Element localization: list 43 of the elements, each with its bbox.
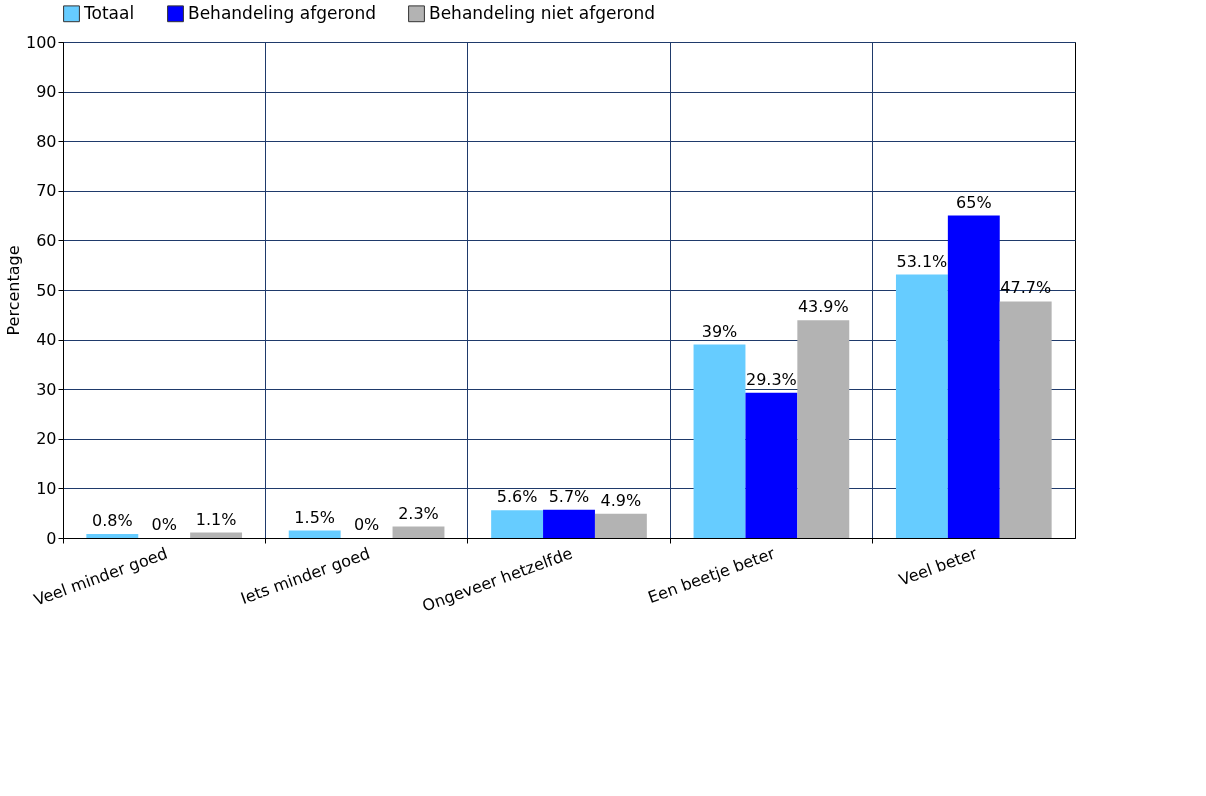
data-label: 1.5% — [294, 507, 336, 527]
bar — [895, 274, 948, 538]
x-tick-label: Veel beter — [896, 543, 980, 590]
data-label: 43.9% — [797, 297, 849, 317]
data-label: 39% — [701, 321, 738, 341]
data-label: 5.6% — [496, 487, 538, 507]
y-tick-label: 40 — [36, 330, 57, 350]
y-tick-label: 10 — [36, 478, 57, 498]
legend-label: Totaal — [83, 2, 135, 23]
bar — [999, 301, 1052, 538]
y-tick-label: 80 — [36, 131, 57, 151]
data-label: 5.7% — [548, 486, 590, 506]
x-tick-label: Een beetje beter — [645, 543, 778, 608]
data-label: 1.1% — [195, 509, 237, 529]
y-tick-label: 20 — [36, 429, 57, 449]
bar — [745, 392, 798, 538]
y-tick-label: 90 — [36, 82, 57, 102]
data-label: 0.8% — [91, 511, 133, 531]
data-label: 2.3% — [398, 503, 439, 523]
y-tick-label: 50 — [36, 280, 57, 300]
bar — [86, 534, 139, 538]
bar — [491, 510, 544, 538]
y-axis-title: Percentage — [3, 245, 23, 336]
data-label: 0% — [353, 515, 380, 534]
bar — [693, 344, 746, 538]
legend-label: Behandeling afgerond — [188, 2, 376, 23]
bar — [543, 509, 595, 538]
legend-label: Behandeling niet afgerond — [429, 2, 656, 23]
bar — [392, 526, 445, 538]
data-label: 53.1% — [896, 251, 948, 271]
y-tick-label: 70 — [36, 181, 57, 201]
data-label: 65% — [956, 192, 992, 212]
bar — [947, 215, 1000, 538]
bar — [190, 532, 243, 538]
data-label: 0% — [151, 515, 177, 534]
y-tick-label: 30 — [36, 379, 57, 399]
y-tick-label: 100 — [25, 32, 57, 52]
data-label: 29.3% — [745, 369, 797, 389]
bar — [288, 530, 341, 538]
bar — [797, 320, 850, 538]
data-label: 4.9% — [600, 490, 642, 510]
y-tick-label: 60 — [36, 230, 57, 250]
bar — [594, 513, 647, 538]
